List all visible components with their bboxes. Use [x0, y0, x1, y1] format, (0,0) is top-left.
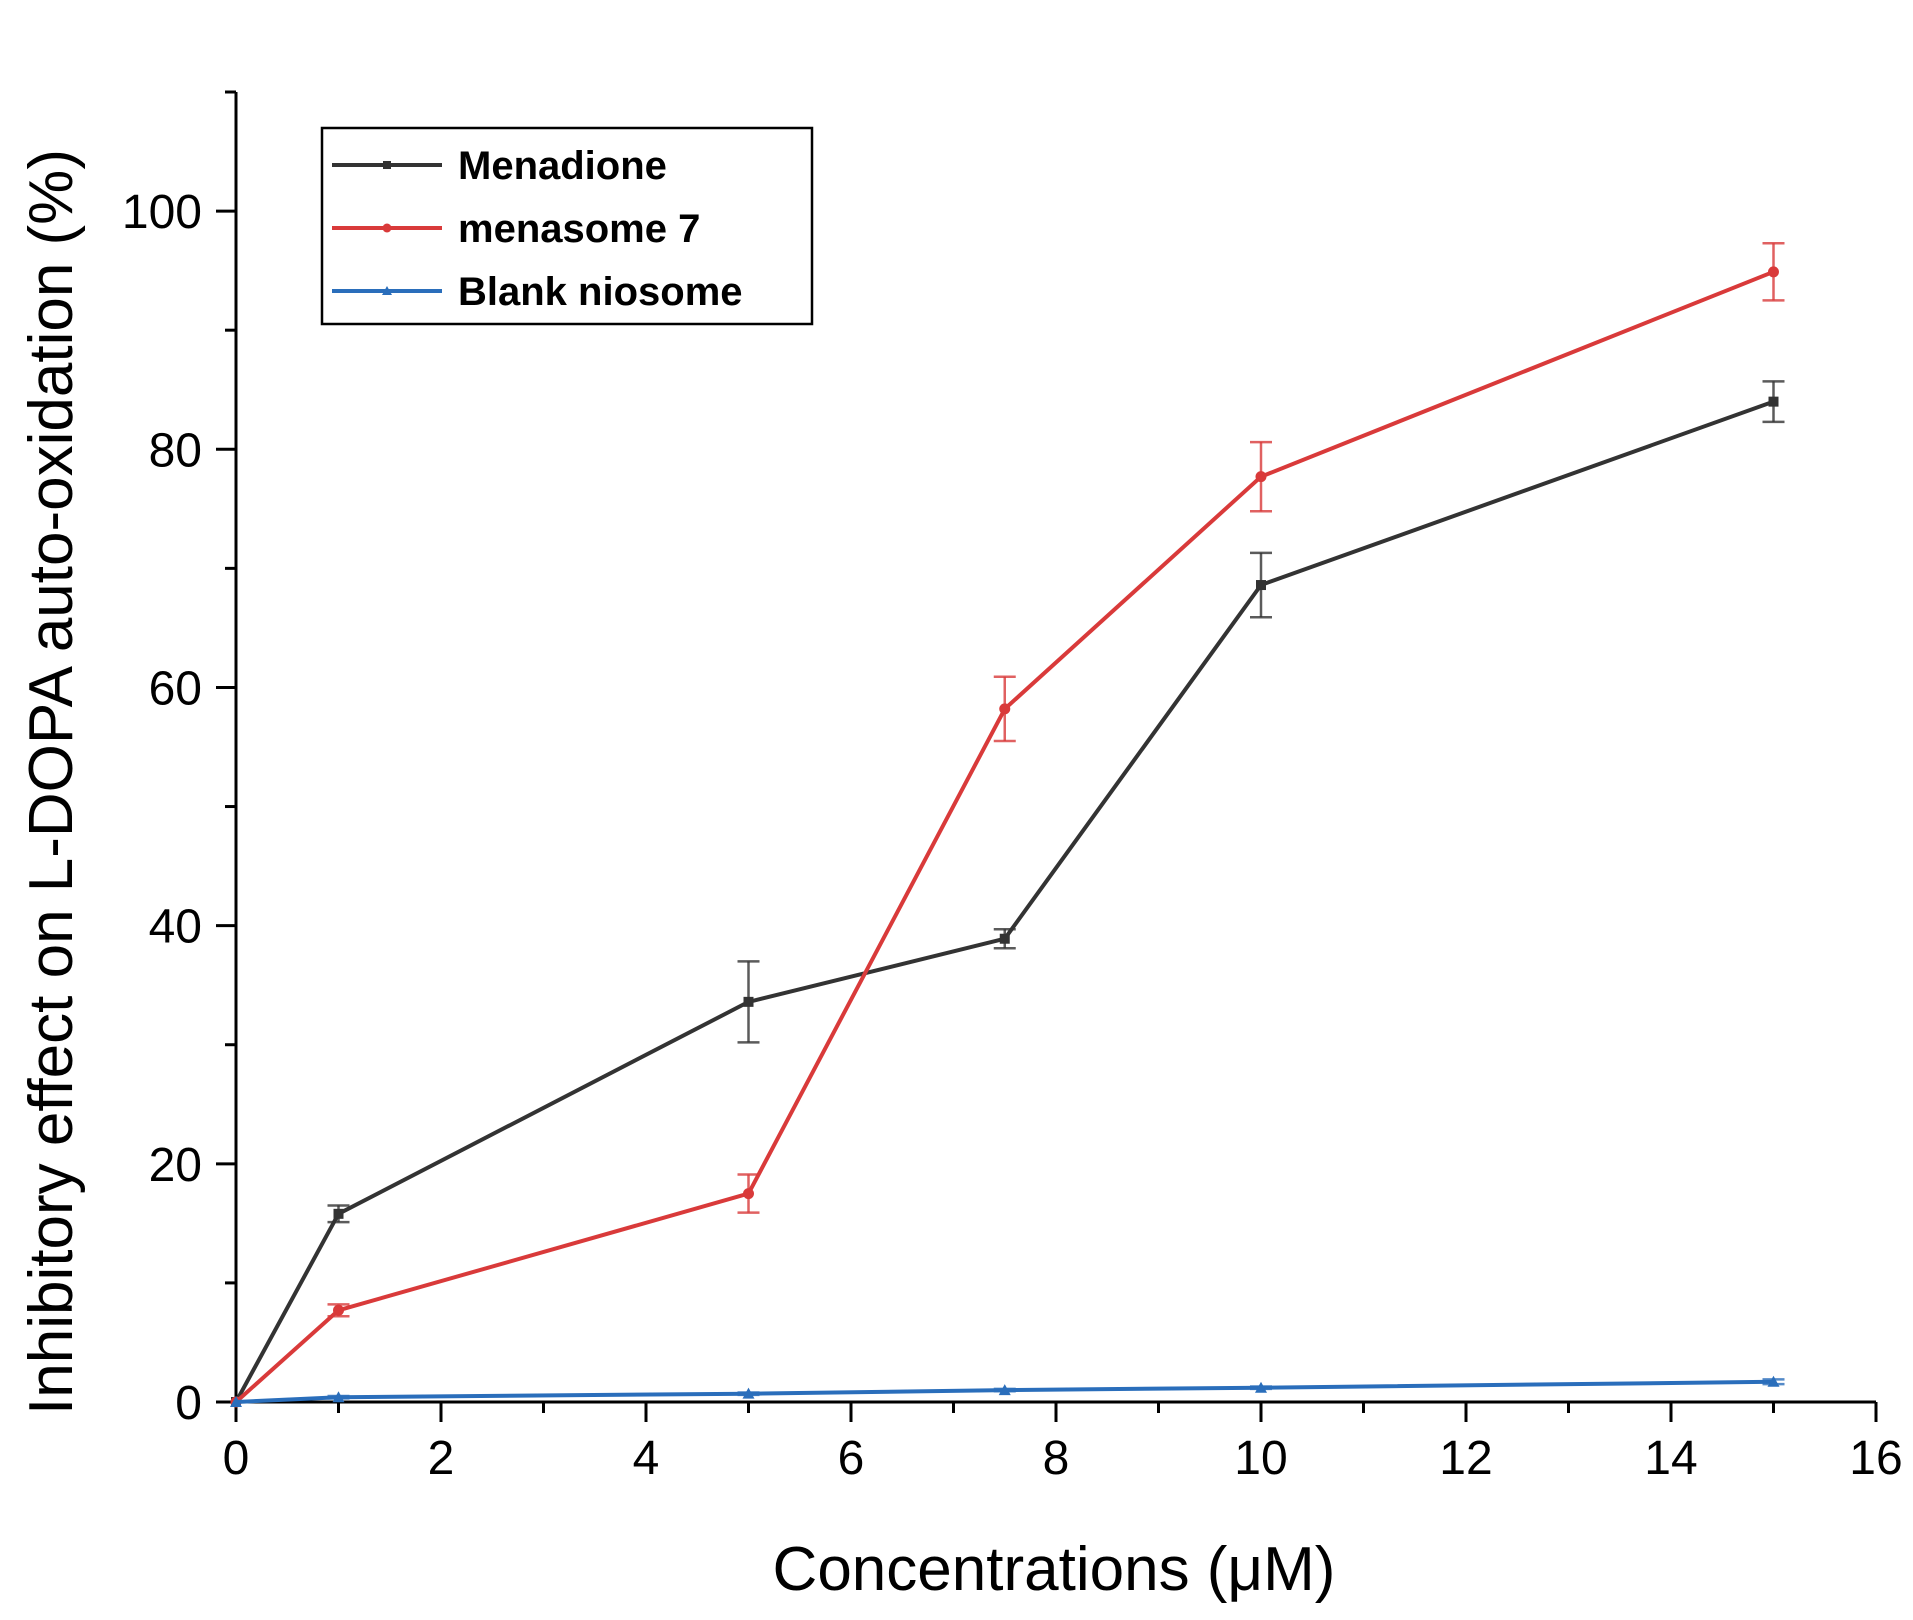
data-point	[1767, 1375, 1780, 1387]
data-point	[230, 1396, 242, 1407]
series-layer	[230, 241, 1785, 1408]
y-tick-label: 20	[149, 1139, 202, 1192]
legend-label: menasome 7	[458, 207, 700, 251]
data-point	[1768, 396, 1779, 407]
data-point	[1256, 580, 1266, 591]
series-line	[235, 1379, 1774, 1404]
data-point	[1255, 471, 1267, 483]
data-point	[743, 1188, 754, 1200]
legend-marker	[382, 286, 392, 295]
x-tick-label: 10	[1234, 1432, 1287, 1485]
data-point	[743, 996, 754, 1007]
legend-label: Menadione	[458, 144, 667, 188]
y-tick-label: 100	[122, 186, 202, 239]
x-tick-label: 4	[633, 1432, 660, 1485]
data-point	[999, 703, 1011, 715]
data-point	[1768, 266, 1779, 278]
x-tick-label: 14	[1644, 1432, 1697, 1485]
data-point	[332, 1391, 345, 1403]
x-tick-label: 12	[1439, 1432, 1492, 1485]
series-blank-niosome	[230, 1375, 1785, 1407]
y-tick-label: 80	[149, 424, 202, 477]
series-menadione	[231, 380, 1785, 1407]
data-point	[999, 933, 1010, 944]
x-tick-label: 16	[1849, 1432, 1902, 1485]
series-menasome-7	[230, 241, 1785, 1408]
data-point	[998, 1384, 1011, 1396]
x-tick-label: 0	[223, 1432, 250, 1485]
y-tick-label: 40	[149, 901, 202, 954]
x-tick-label: 2	[428, 1432, 455, 1485]
y-tick-label: 60	[149, 662, 202, 715]
data-point	[742, 1387, 755, 1399]
legend-label: Blank niosome	[458, 270, 743, 314]
x-tick-label: 6	[838, 1432, 865, 1485]
x-tick-label: 8	[1043, 1432, 1070, 1485]
legend: Menadione menasome 7 Blank niosome	[320, 126, 814, 326]
y-axis-title: Inhibitory effect on L-DOPA auto-oxidati…	[17, 149, 86, 1415]
legend-marker	[383, 161, 391, 169]
legend-item: menasome 7	[332, 207, 700, 251]
y-tick-label: 0	[175, 1377, 202, 1430]
legend-item: Menadione	[332, 144, 667, 188]
series-line	[234, 399, 1775, 1403]
data-point	[1255, 1381, 1267, 1393]
legend-marker	[382, 223, 392, 233]
legend-item: Blank niosome	[332, 270, 743, 314]
x-axis-title: Concentrations (μM)	[773, 1535, 1336, 1604]
series-line	[234, 269, 1775, 1404]
data-point	[333, 1304, 344, 1316]
data-point	[333, 1208, 344, 1219]
axes: 0 2 4 6 8 10 12 14 16 0 20 40 60 80 100	[122, 90, 1903, 1485]
